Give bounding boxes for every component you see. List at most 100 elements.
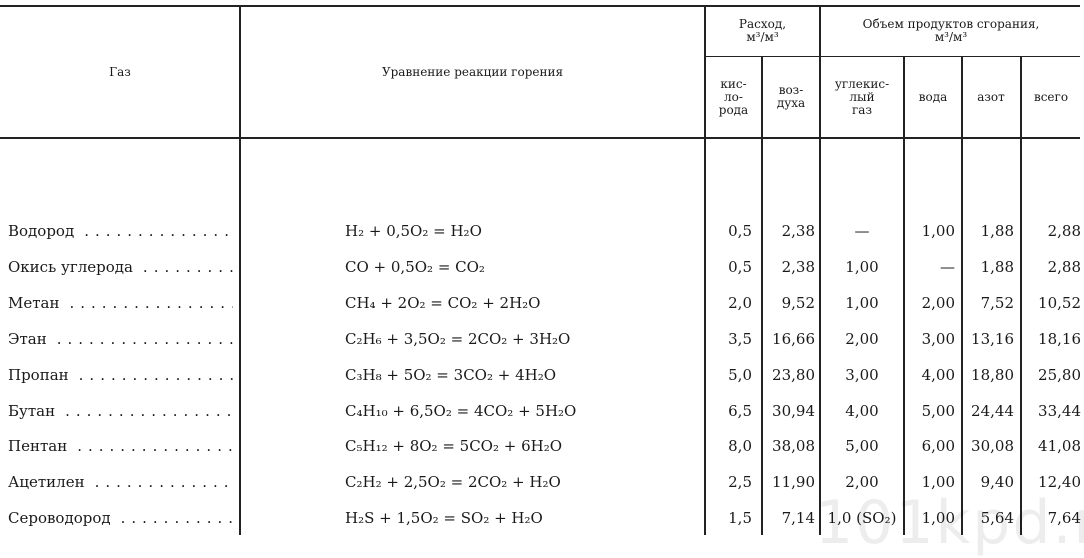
- header-air: воз- духа: [762, 84, 820, 110]
- cell-water: 1,00: [921, 222, 955, 240]
- header-line: кис-: [720, 77, 747, 91]
- leader-dots: ........................: [56, 329, 233, 348]
- cell-equation: C₄H₁₀ + 6,5O₂ = 4CO₂ + 5H₂O: [345, 401, 577, 420]
- gas-name: Бутан........................: [8, 402, 233, 420]
- top-rule: [0, 5, 1080, 7]
- header-line: духа: [776, 96, 806, 110]
- products-unit: м³/м³: [934, 30, 968, 44]
- header-total: всего: [1033, 90, 1069, 104]
- column-divider: [819, 5, 821, 535]
- consumption-title: Расход,: [738, 17, 787, 31]
- header-co2: углекис- лый газ: [820, 78, 904, 117]
- cell-water: 1,00: [921, 509, 955, 528]
- cell-oxygen: 5,0: [728, 365, 752, 384]
- cell-equation: C₂H₂ + 2,5O₂ = 2CO₂ + H₂O: [345, 473, 561, 492]
- cell-co2: 3,00: [845, 365, 879, 384]
- cell-water: 2,00: [921, 293, 955, 312]
- cell-water: 5,00: [921, 401, 955, 420]
- cell-total: 2,88: [1047, 222, 1081, 240]
- cell-air: 11,90: [772, 473, 815, 492]
- cell-oxygen: 2,5: [728, 473, 752, 492]
- header-line: газ: [852, 103, 872, 117]
- cell-equation: H₂S + 1,5O₂ = SO₂ + H₂O: [345, 509, 543, 528]
- leader-dots: ........................: [94, 473, 233, 492]
- cell-oxygen: 1,5: [728, 509, 752, 528]
- cell-equation: C₂H₆ + 3,5O₂ = 2CO₂ + 3H₂O: [345, 329, 571, 348]
- gas-label: Бутан: [8, 401, 56, 420]
- consumption-unit: м³/м³: [746, 30, 779, 44]
- cell-total: 10,52: [1038, 293, 1081, 312]
- gas-name: Сероводород........................: [8, 509, 233, 527]
- cell-oxygen: 3,5: [728, 329, 752, 348]
- cell-equation: C₃H₈ + 5O₂ = 3CO₂ + 4H₂O: [345, 365, 557, 384]
- gas-name: Окись углерода........................: [8, 258, 233, 276]
- header-line: лый: [849, 90, 875, 104]
- cell-co2: 2,00: [845, 473, 879, 492]
- header-gas: Газ: [109, 65, 131, 79]
- header-products: Объем продуктов сгорания, м³/м³: [820, 18, 1082, 44]
- gas-name: Пентан........................: [8, 437, 233, 455]
- cell-air: 30,94: [772, 401, 815, 420]
- gas-name: Ацетилен........................: [8, 473, 233, 491]
- cell-equation: CH₄ + 2O₂ = CO₂ + 2H₂O: [345, 293, 541, 312]
- header-line: ло-: [724, 90, 743, 104]
- cell-water: 1,00: [921, 473, 955, 492]
- leader-dots: ........................: [78, 365, 233, 384]
- gas-label: Водород: [8, 222, 75, 240]
- products-title: Объем продуктов сгорания,: [862, 17, 1040, 31]
- column-divider: [1020, 57, 1022, 535]
- cell-oxygen: 0,5: [728, 257, 752, 276]
- cell-total: 25,80: [1038, 365, 1081, 384]
- cell-total: 41,08: [1038, 437, 1081, 456]
- cell-air: 9,52: [781, 293, 815, 312]
- cell-oxygen: 6,5: [728, 401, 752, 420]
- gas-label: Пентан: [8, 437, 68, 456]
- cell-nitrogen: 1,88: [980, 222, 1014, 240]
- gas-label: Этан: [8, 329, 47, 348]
- leader-dots: ........................: [77, 437, 233, 456]
- gas-label: Сероводород: [8, 509, 111, 528]
- cell-nitrogen: 5,64: [980, 509, 1014, 528]
- header-nitrogen: азот: [977, 90, 1005, 104]
- cell-air: 2,38: [781, 222, 815, 240]
- cell-nitrogen: 18,80: [971, 365, 1014, 384]
- cell-air: 38,08: [772, 437, 815, 456]
- gas-label: Метан: [8, 293, 60, 312]
- cell-water: —: [940, 257, 955, 276]
- gas-label: Пропан: [8, 365, 69, 384]
- column-divider: [239, 5, 241, 535]
- column-divider: [903, 57, 905, 535]
- header-line: воз-: [778, 83, 804, 97]
- cell-co2: 4,00: [845, 401, 879, 420]
- cell-co2: 2,00: [845, 329, 879, 348]
- gas-label: Ацетилен: [8, 473, 85, 492]
- cell-co2: 1,0 (SO₂): [827, 509, 897, 528]
- header-line: рода: [718, 103, 749, 117]
- cell-oxygen: 8,0: [728, 437, 752, 456]
- header-water: вода: [918, 90, 948, 104]
- cell-equation: C₅H₁₂ + 8O₂ = 5CO₂ + 6H₂O: [345, 437, 563, 456]
- header-consumption: Расход, м³/м³: [705, 18, 820, 44]
- leader-dots: ........................: [69, 293, 233, 312]
- cell-water: 3,00: [921, 329, 955, 348]
- cell-total: 18,16: [1038, 329, 1081, 348]
- column-divider: [704, 5, 706, 535]
- leader-dots: ........................: [120, 509, 233, 528]
- header-equation: Уравнение реакции горения: [381, 65, 564, 79]
- cell-air: 16,66: [772, 329, 815, 348]
- cell-water: 4,00: [921, 365, 955, 384]
- leader-dots: ........................: [65, 401, 233, 420]
- cell-water: 6,00: [921, 437, 955, 456]
- cell-total: 33,44: [1038, 401, 1081, 420]
- cell-nitrogen: 1,88: [980, 257, 1014, 276]
- gas-name: Этан........................: [8, 330, 233, 348]
- header-sub-rule: [705, 56, 1080, 57]
- cell-co2: 1,00: [845, 257, 879, 276]
- cell-equation: CO + 0,5O₂ = CO₂: [345, 257, 485, 276]
- leader-dots: ........................: [142, 257, 233, 276]
- cell-nitrogen: 13,16: [971, 329, 1014, 348]
- leader-dots: ........................: [84, 222, 233, 240]
- column-divider: [761, 57, 763, 535]
- header-oxygen: кис- ло- рода: [705, 78, 762, 117]
- cell-co2: 1,00: [845, 293, 879, 312]
